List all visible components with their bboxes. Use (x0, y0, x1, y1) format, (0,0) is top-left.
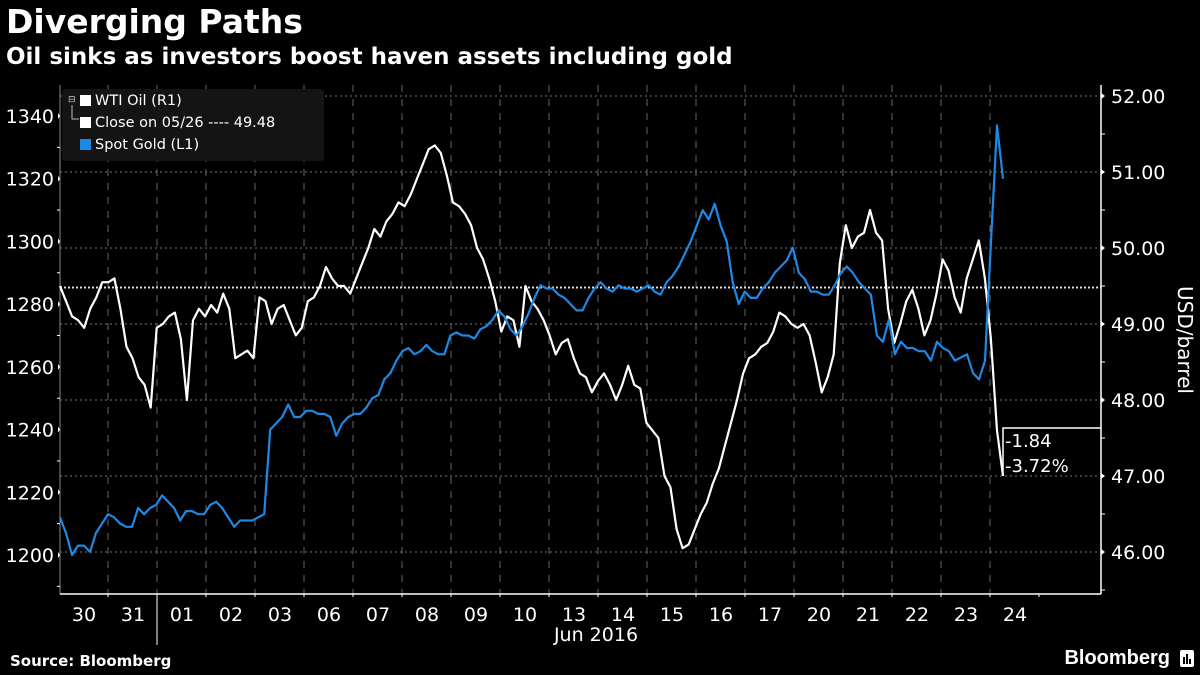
left-tick-label: 1200 (6, 545, 54, 567)
right-tick-mark (1101, 245, 1105, 251)
change-annotation: -1.84 -3.72% (1002, 427, 1101, 477)
right-tick-label: 46.00 (1111, 542, 1165, 564)
x-tick-label: 17 (758, 604, 782, 626)
x-tick-label: 09 (464, 604, 488, 626)
series-layer (58, 124, 1005, 557)
legend-item-gold[interactable]: Spot Gold (L1) (80, 137, 199, 153)
x-tick-label: 13 (562, 604, 586, 626)
series-line-spot-gold (58, 124, 1005, 557)
left-tick-label: 1240 (6, 420, 54, 442)
legend-label-wti: WTI Oil (R1) (95, 93, 182, 109)
right-tick-label: 49.00 (1111, 314, 1165, 336)
right-tick-label: 52.00 (1111, 86, 1165, 108)
x-tick-label: 08 (415, 604, 439, 626)
left-tick-mark (58, 426, 60, 433)
chart-subtitle: Oil sinks as investors boost haven asset… (6, 44, 733, 70)
series-line-wti-oil (58, 144, 1005, 550)
x-tick-label: 10 (513, 604, 537, 626)
x-tick-label: 14 (611, 604, 635, 626)
left-tick-mark (58, 552, 60, 558)
x-month-label: Jun 2016 (553, 624, 638, 646)
legend-label-gold: Spot Gold (L1) (95, 137, 200, 153)
annotation-bracket (1002, 427, 1101, 476)
legend-swatch-gold (80, 139, 91, 150)
left-tick-label: 1300 (6, 231, 54, 253)
chart-title: Diverging Paths (6, 2, 303, 41)
legend-swatch-wti (80, 95, 91, 106)
x-tick-label: 15 (660, 604, 684, 626)
left-tick-label: 1220 (6, 482, 54, 504)
right-tick-mark (1101, 169, 1105, 175)
tree-connector-icon (71, 105, 79, 120)
x-tick-label: 30 (72, 604, 96, 626)
bloomberg-logo: Bloomberg (1064, 647, 1170, 669)
x-tick-label: 24 (1003, 604, 1027, 626)
legend: ⊟ WTI Oil (R1) Close on 05/26 ---- 49.48… (62, 89, 324, 161)
right-tick-mark (1101, 397, 1105, 403)
x-tick-label: 06 (317, 604, 341, 626)
x-tick-label: 31 (121, 604, 145, 626)
gridlines (60, 85, 1101, 594)
legend-label-close: Close on 05/26 ---- 49.48 (95, 115, 276, 131)
collapse-icon[interactable]: ⊟ (68, 95, 76, 105)
left-tick-mark (58, 363, 60, 370)
left-tick-mark (58, 175, 60, 182)
bloomberg-chart-icon (1180, 650, 1194, 667)
legend-item-close[interactable]: Close on 05/26 ---- 49.48 (80, 115, 275, 131)
x-tick-label: 16 (709, 604, 733, 626)
x-tick-label: 20 (807, 604, 831, 626)
annotation-change: -1.84 (1005, 431, 1052, 452)
left-tick-label: 1260 (6, 357, 54, 379)
left-tick-label: 1280 (6, 294, 54, 316)
left-tick-mark (58, 301, 60, 308)
right-tick-mark (1101, 93, 1105, 99)
right-tick-label: 50.00 (1111, 238, 1165, 260)
legend-swatch-close (80, 117, 91, 128)
right-tick-label: 51.00 (1111, 162, 1165, 184)
right-tick-label: 48.00 (1111, 390, 1165, 412)
annotation-change-pct: -3.72% (1005, 456, 1069, 477)
left-tick-mark (58, 238, 60, 245)
x-tick-label: 22 (905, 604, 929, 626)
x-tick-label: 21 (856, 604, 880, 626)
axes: 1200122012401260128013001320134046.0047.… (6, 85, 1197, 646)
source-note: Source: Bloomberg (10, 652, 172, 670)
left-tick-label: 1340 (6, 106, 54, 128)
left-tick-mark (58, 113, 60, 119)
left-tick-mark (58, 489, 60, 496)
right-tick-mark (1101, 549, 1105, 555)
x-tick-label: 03 (268, 604, 292, 626)
right-tick-mark (1101, 321, 1105, 327)
x-tick-label: 23 (954, 604, 978, 626)
right-axis-title: USD/barrel (1173, 286, 1197, 394)
right-tick-label: 47.00 (1111, 466, 1165, 488)
left-tick-label: 1320 (6, 169, 54, 191)
x-tick-label: 07 (366, 604, 390, 626)
legend-item-wti[interactable]: WTI Oil (R1) (80, 93, 182, 109)
right-tick-mark (1101, 473, 1105, 479)
x-tick-label: 02 (219, 604, 243, 626)
x-tick-label: 01 (170, 604, 194, 626)
